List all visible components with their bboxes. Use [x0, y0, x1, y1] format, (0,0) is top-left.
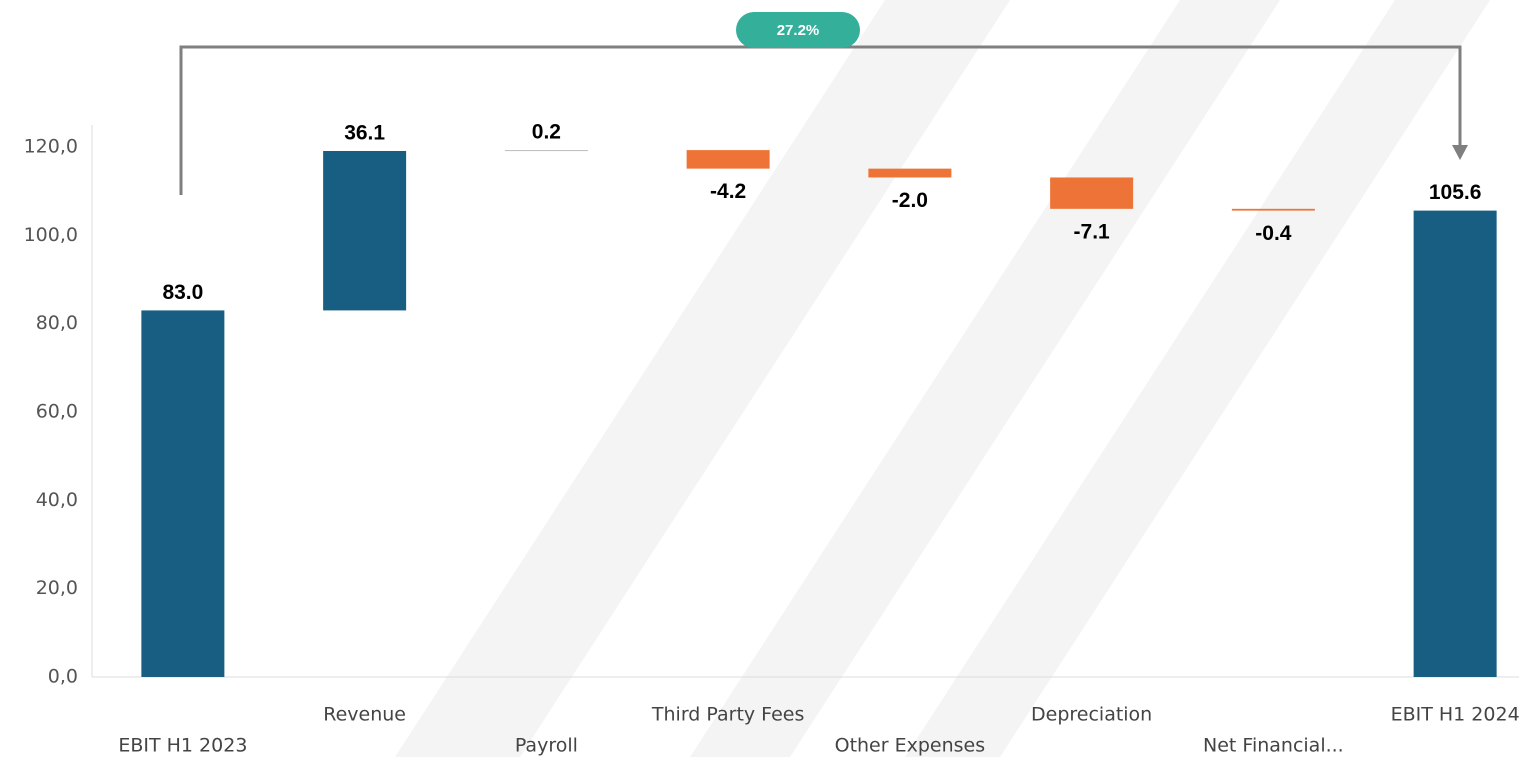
- bar: [868, 168, 952, 178]
- x-tick-label: Revenue: [323, 704, 406, 726]
- value-label: -0.4: [1255, 222, 1292, 245]
- y-tick-label: 60,0: [36, 401, 78, 423]
- value-label: 36.1: [344, 122, 385, 145]
- value-label: 105.6: [1429, 181, 1482, 204]
- arrowhead: [1452, 145, 1468, 160]
- annotation: 27.2%: [777, 22, 820, 39]
- y-tick-label: 0,0: [48, 666, 78, 688]
- x-tick-label: Other Expenses: [835, 735, 986, 757]
- value-label: -4.2: [710, 180, 746, 203]
- bar: [323, 150, 407, 311]
- x-tick-label: Third Party Fees: [651, 704, 804, 726]
- value-label: 83.0: [162, 281, 203, 304]
- bar: [1050, 177, 1134, 209]
- bar: [1231, 208, 1315, 211]
- y-tick-label: 20,0: [36, 577, 78, 599]
- x-tick-label: Net Financial...: [1203, 735, 1344, 757]
- value-label: -7.1: [1074, 220, 1111, 243]
- bar: [141, 310, 225, 677]
- annotation-pill: [736, 12, 860, 48]
- bar: [504, 150, 588, 152]
- x-tick-label: Depreciation: [1031, 704, 1152, 726]
- x-tick-label: EBIT H1 2024: [1391, 704, 1519, 726]
- bar: [1413, 210, 1497, 677]
- y-tick-label: 40,0: [36, 489, 78, 511]
- value-label: 0.2: [532, 121, 561, 144]
- value-label: -2.0: [892, 189, 928, 212]
- x-tick-label: Payroll: [515, 735, 578, 757]
- y-tick-label: 120,0: [24, 136, 78, 158]
- x-tick-label: EBIT H1 2023: [118, 735, 247, 757]
- y-tick-label: 80,0: [36, 312, 78, 334]
- y-tick-label: 100,0: [24, 224, 78, 246]
- bar: [686, 150, 770, 169]
- background-stripes: [395, 0, 1490, 757]
